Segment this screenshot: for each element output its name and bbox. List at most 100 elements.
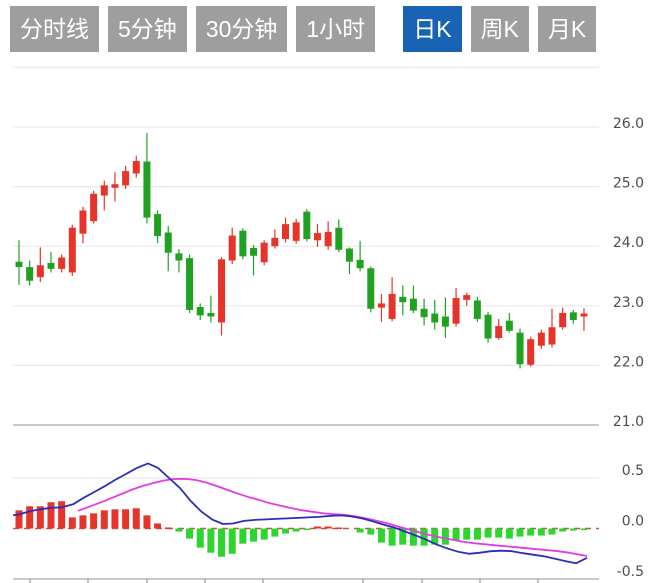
candle-body-up [282, 224, 289, 240]
candle [164, 225, 172, 272]
candle [68, 224, 76, 276]
candle-body-up [90, 193, 98, 222]
candle [420, 298, 428, 326]
tab-30min[interactable]: 30分钟 [195, 6, 288, 52]
candle [345, 247, 353, 275]
candle-body-down [505, 320, 513, 331]
macd-tick-label: 0.0 [622, 514, 644, 530]
macd-bar-down [250, 528, 258, 542]
candle [15, 240, 23, 285]
tab-time-share[interactable]: 分时线 [10, 6, 99, 52]
macd-bar-up [58, 501, 66, 529]
macd-bar-up [90, 513, 98, 529]
timeframe-tab-bar: 分时线 5分钟 30分钟 1小时 日K 周K 月K [10, 6, 605, 52]
candle-body-down [47, 262, 55, 269]
dea-line [77, 477, 588, 557]
candle [303, 209, 311, 242]
candle [228, 227, 236, 265]
macd-bar-up [154, 523, 162, 529]
macd-bar-down [196, 528, 204, 548]
candlestick-pane [15, 132, 588, 369]
candle-body-down [186, 258, 194, 310]
macd-bar-down [463, 528, 471, 540]
candle-body-down [431, 313, 439, 323]
candle [132, 155, 140, 178]
candle-body-down [154, 214, 162, 237]
candle-body-down [420, 308, 428, 318]
candle [292, 218, 300, 244]
candle [143, 132, 151, 224]
tab-daily-k[interactable]: 日K [403, 6, 462, 52]
candle [260, 240, 268, 266]
candle-body-down [196, 306, 204, 316]
candle-body-up [122, 171, 130, 186]
macd-bar-up [68, 517, 76, 529]
candle-body-up [463, 295, 471, 300]
macd-bar-up [111, 509, 119, 529]
candle-body-down [303, 211, 311, 240]
candle-body-down [26, 267, 34, 281]
macd-bar-down [516, 528, 524, 537]
macd-bar-down [228, 528, 236, 554]
candle [335, 219, 343, 253]
macd-bar-down [484, 528, 492, 538]
macd-bar-up [47, 502, 55, 529]
candle-body-up [100, 185, 108, 196]
macd-bar-down [303, 528, 311, 530]
macd-bar-up [36, 506, 44, 529]
macd-bar-down [377, 528, 385, 543]
candle-body-up [36, 265, 44, 278]
candle-body-up [537, 332, 545, 346]
candle [122, 165, 130, 189]
candle-body-up [527, 339, 535, 365]
candle [186, 254, 194, 313]
candle [473, 296, 481, 322]
candle-body-down [356, 259, 364, 269]
macd-bar-up [335, 527, 343, 529]
candle [377, 293, 385, 322]
price-tick-label: 24.0 [613, 235, 644, 251]
candle-body-down [207, 312, 215, 317]
candle [79, 206, 87, 244]
candle [207, 295, 215, 323]
tab-monthly-k[interactable]: 月K [537, 6, 597, 52]
tab-weekly-k[interactable]: 周K [470, 6, 529, 52]
candle [196, 303, 204, 321]
candle [58, 254, 66, 273]
candle [505, 312, 513, 333]
macd-bar-down [399, 528, 407, 545]
macd-bar-down [175, 528, 183, 532]
candle [218, 256, 226, 336]
macd-bar-down [420, 528, 428, 546]
tab-1hour[interactable]: 1小时 [296, 6, 376, 52]
candle [441, 297, 449, 338]
macd-bar-down [409, 528, 417, 546]
macd-bar-down [473, 528, 481, 540]
candle-body-down [15, 261, 23, 268]
macd-bar-up [100, 510, 108, 529]
candle-body-up [218, 259, 226, 323]
candle-body-up [580, 313, 588, 317]
candle [90, 190, 98, 224]
macd-bar-down [527, 528, 535, 536]
macd-bar-down [367, 528, 375, 535]
candle-body-down [239, 230, 247, 257]
macd-axis-labels: 0.5 0.0 -0.5 [617, 463, 644, 580]
candle-body-down [473, 300, 481, 319]
candle [250, 245, 258, 276]
candle [548, 308, 556, 348]
macd-bar-down [356, 528, 364, 533]
candle [527, 336, 535, 367]
macd-bar-down [218, 528, 226, 557]
macd-bar-down [537, 528, 545, 536]
candle [175, 249, 183, 273]
macd-bar-down [580, 528, 588, 530]
candle-body-down [516, 332, 524, 365]
candle [431, 299, 439, 330]
candle-body-up [79, 210, 87, 234]
candle [399, 285, 407, 316]
candle-body-up [260, 242, 268, 263]
dif-line [12, 462, 588, 565]
tab-5min[interactable]: 5分钟 [108, 6, 187, 52]
